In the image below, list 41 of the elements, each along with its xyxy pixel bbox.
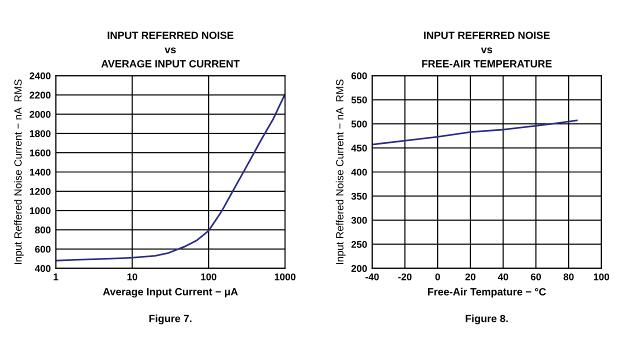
y-tick-label: 500 [351,120,367,128]
x-tick-label: 100 [201,273,216,280]
caption: Figure 8. [466,314,508,324]
y-tick-label: 250 [351,240,367,248]
x-tick-label: 100 [594,273,610,280]
y-tick-label: 2200 [30,92,51,99]
x-tick-label: 0 [435,273,440,280]
x-axis-title: Free-Air Tempature − °C [428,288,546,298]
y-tick-label: 300 [351,216,367,224]
y-tick-label: 200 [351,265,367,272]
x-tick-label: -20 [398,273,412,280]
x-tick-label: 10 [127,273,138,280]
chart-title: INPUT REFERRED NOISE vs FREE-AIR TEMPERATURE [422,32,552,68]
y-tick-label: 400 [34,265,51,272]
line-series [372,120,578,146]
y-tick-label: 550 [351,96,367,104]
chart-title: INPUT REFERRED NOISE vs AVERAGE INPUT CURRENT [101,32,240,68]
y-tick-label: 350 [351,192,367,200]
y-tick-label: 1400 [30,168,51,176]
y-tick-label: 800 [35,226,51,234]
caption: Figure 7. [149,314,192,324]
y-tick-label: 1800 [30,130,51,138]
y-tick-label: 1000 [30,207,51,214]
y-axis-title: Input Reffered Noise Current − nA RMS [14,79,24,264]
y-tick-label: 2400 [30,72,51,80]
x-tick-label: -40 [366,273,379,280]
x-tick-label: 80 [564,273,574,280]
y-tick-label: 600 [351,72,367,80]
y-tick-label: 450 [351,144,367,152]
x-tick-label: 40 [498,273,508,280]
x-axis-title: Average Input Current − μA [103,288,238,298]
y-tick-label: 1200 [30,188,51,195]
y-tick-label: 400 [351,168,367,176]
y-axis-title: Input Reffered Noise Current − nA RMS [336,79,346,264]
y-tick-label: 600 [35,246,51,253]
x-tick-label: 1 [54,274,58,280]
x-tick-label: 1000 [274,273,296,280]
x-tick-label: 60 [530,273,541,280]
x-tick-label: 20 [465,273,476,280]
y-tick-label: 1600 [30,149,51,156]
y-tick-label: 2000 [30,110,51,118]
